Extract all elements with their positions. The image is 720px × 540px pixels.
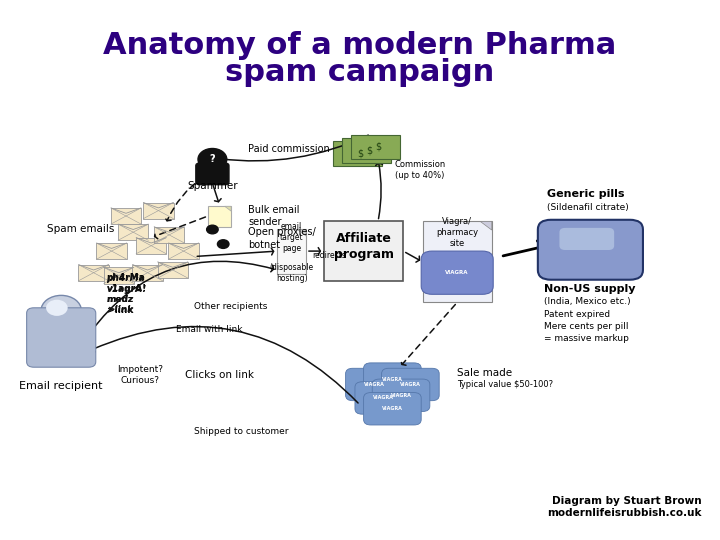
Circle shape [217, 240, 229, 248]
FancyBboxPatch shape [346, 368, 403, 401]
Text: VIAGRA: VIAGRA [446, 270, 469, 275]
Text: Shipped to customer: Shipped to customer [194, 428, 289, 436]
Text: Diagram by Stuart Brown: Diagram by Stuart Brown [552, 496, 702, 506]
Text: Impotent?
Curious?: Impotent? Curious? [117, 365, 163, 386]
FancyBboxPatch shape [324, 221, 403, 281]
FancyBboxPatch shape [277, 230, 306, 274]
Text: = massive markup: = massive markup [544, 334, 629, 343]
Text: Affiliate
program: Affiliate program [333, 232, 394, 261]
Text: $: $ [375, 142, 381, 152]
FancyBboxPatch shape [421, 251, 493, 294]
Polygon shape [96, 243, 127, 259]
Polygon shape [480, 221, 492, 230]
Text: Sale made: Sale made [457, 368, 513, 377]
Text: VIAGRA: VIAGRA [400, 382, 420, 387]
Circle shape [207, 225, 218, 234]
Polygon shape [297, 230, 306, 236]
Text: Generic pills: Generic pills [547, 190, 625, 199]
Text: (disposable
hosting): (disposable hosting) [269, 262, 314, 283]
Polygon shape [154, 227, 184, 243]
Text: ph4rMa
v1agrA!
medz
>link: ph4rMa v1agrA! medz >link [107, 273, 147, 315]
Circle shape [46, 300, 68, 316]
FancyBboxPatch shape [538, 220, 643, 280]
Text: VIAGRA: VIAGRA [382, 376, 402, 382]
Circle shape [41, 295, 81, 326]
Text: Email recipient: Email recipient [19, 381, 103, 391]
FancyBboxPatch shape [351, 135, 400, 159]
FancyBboxPatch shape [372, 379, 430, 411]
Text: (Sildenafil citrate): (Sildenafil citrate) [547, 204, 629, 212]
FancyBboxPatch shape [364, 363, 421, 395]
Text: Anatomy of a modern Pharma: Anatomy of a modern Pharma [104, 31, 616, 60]
Polygon shape [158, 262, 188, 278]
FancyBboxPatch shape [208, 206, 231, 227]
Text: VIAGRA: VIAGRA [374, 395, 394, 401]
Text: Non-US supply: Non-US supply [544, 284, 635, 294]
Polygon shape [225, 206, 231, 211]
Circle shape [198, 148, 227, 170]
FancyBboxPatch shape [364, 393, 421, 425]
Text: ?: ? [210, 154, 215, 164]
Text: Open proxies/
botnet: Open proxies/ botnet [248, 227, 316, 250]
Text: Spam emails: Spam emails [47, 225, 114, 234]
Text: Typical value $50-100?: Typical value $50-100? [457, 380, 554, 389]
FancyBboxPatch shape [423, 221, 492, 302]
Text: email
target
page: email target page [280, 222, 303, 253]
Text: $: $ [366, 145, 372, 155]
Text: Spammer: Spammer [187, 181, 238, 191]
Polygon shape [118, 224, 148, 240]
FancyBboxPatch shape [333, 141, 382, 166]
Text: (India, Mexico etc.): (India, Mexico etc.) [544, 298, 630, 306]
Polygon shape [143, 202, 174, 219]
Text: Other recipients: Other recipients [194, 302, 268, 311]
Text: Clicks on link: Clicks on link [185, 370, 254, 380]
FancyBboxPatch shape [342, 138, 391, 163]
Polygon shape [104, 267, 134, 284]
Text: $: $ [357, 148, 363, 158]
Text: Mere cents per pill: Mere cents per pill [544, 322, 628, 330]
FancyBboxPatch shape [27, 308, 96, 367]
Text: spam campaign: spam campaign [225, 58, 495, 87]
Text: redirects: redirects [312, 251, 346, 260]
Polygon shape [78, 265, 109, 281]
Text: Viagra/
pharmacy
site: Viagra/ pharmacy site [436, 217, 478, 248]
FancyBboxPatch shape [559, 228, 614, 250]
FancyBboxPatch shape [382, 368, 439, 401]
Polygon shape [168, 243, 199, 259]
FancyBboxPatch shape [355, 382, 413, 414]
Text: modernlifeisrubbish.co.uk: modernlifeisrubbish.co.uk [547, 508, 702, 518]
Text: Paid commission: Paid commission [248, 144, 330, 153]
Text: VIAGRA: VIAGRA [364, 382, 384, 387]
Text: ph4rMa
v1agrA!
medz
>link: ph4rMa v1agrA! medz >link [107, 274, 147, 314]
Text: Patent expired: Patent expired [544, 310, 610, 319]
Text: VIAGRA: VIAGRA [382, 406, 402, 411]
FancyBboxPatch shape [196, 163, 229, 185]
Text: Commission
(up to 40%): Commission (up to 40%) [395, 160, 446, 180]
Text: Email with link: Email with link [176, 325, 243, 334]
Polygon shape [136, 238, 166, 254]
Polygon shape [111, 208, 141, 224]
Text: VIAGRA: VIAGRA [391, 393, 411, 398]
Text: Bulk email
sender: Bulk email sender [248, 205, 300, 227]
Polygon shape [132, 265, 163, 281]
